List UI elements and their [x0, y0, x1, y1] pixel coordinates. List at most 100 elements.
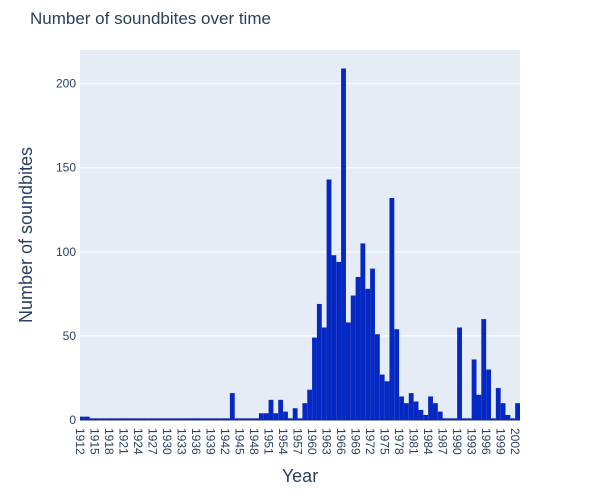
y-tick-label: 0 — [69, 413, 76, 427]
bar-1966 — [341, 68, 346, 420]
x-tick-label: 1954 — [276, 428, 290, 455]
bar-1965 — [336, 261, 342, 420]
bar-1927 — [152, 418, 158, 420]
bar-1983 — [423, 414, 429, 420]
bar-1996 — [486, 369, 491, 420]
bar-1998 — [495, 388, 501, 420]
bar-1975 — [384, 381, 390, 420]
y-tick-label: 200 — [56, 77, 76, 91]
bar-1923 — [133, 418, 139, 420]
x-tick-label: 1945 — [233, 428, 247, 455]
chart-title: Number of soundbites over time — [30, 9, 271, 28]
y-axis-title: Number of soundbites — [16, 147, 36, 323]
bar-1931 — [171, 418, 177, 420]
bar-1972 — [370, 268, 375, 420]
x-tick-label: 1918 — [102, 428, 116, 455]
bar-1918 — [109, 418, 114, 420]
bar-1934 — [186, 418, 192, 420]
bar-1937 — [200, 418, 206, 420]
x-tick-label: 1963 — [320, 428, 334, 455]
bar-1994 — [476, 394, 482, 420]
x-tick-label: 1942 — [218, 428, 232, 455]
bar-2001 — [510, 418, 516, 420]
y-tick-label: 100 — [56, 245, 76, 259]
bar-1990 — [457, 327, 462, 420]
bar-1939 — [210, 418, 216, 420]
bar-1947 — [249, 418, 255, 420]
bar-1935 — [191, 418, 197, 420]
x-tick-label: 1990 — [450, 428, 464, 455]
bar-1997 — [490, 418, 496, 420]
bar-1933 — [181, 418, 187, 420]
x-tick-label: 1915 — [88, 428, 102, 455]
bar-1964 — [331, 255, 337, 420]
bar-1973 — [374, 334, 380, 420]
bar-1913 — [84, 416, 90, 420]
bar-1982 — [418, 409, 424, 420]
x-tick-label: 1912 — [73, 428, 87, 455]
y-tick-label: 50 — [63, 329, 77, 343]
x-tick-label: 1927 — [146, 428, 160, 455]
x-axis-title: Year — [282, 466, 318, 486]
bar-1979 — [403, 403, 409, 420]
bar-1946 — [244, 418, 250, 420]
bar-1928 — [157, 418, 163, 420]
bar-1917 — [104, 418, 110, 420]
x-tick-label: 1978 — [392, 428, 406, 455]
bar-1944 — [234, 418, 240, 420]
bar-1984 — [428, 396, 433, 420]
x-tick-label: 1966 — [334, 428, 348, 455]
bar-1960 — [312, 337, 317, 420]
bar-1956 — [292, 408, 298, 420]
x-tick-label: 1924 — [131, 428, 145, 455]
bar-1951 — [268, 399, 274, 420]
bar-1968 — [350, 295, 356, 420]
bar-1970 — [360, 243, 366, 420]
bar-1930 — [167, 418, 172, 420]
bar-1967 — [345, 322, 351, 420]
x-tick-label: 1987 — [436, 428, 450, 455]
bar-1959 — [307, 389, 313, 420]
bar-1922 — [128, 418, 134, 420]
bar-1962 — [321, 327, 327, 420]
bar-1985 — [432, 403, 438, 420]
bar-1981 — [413, 401, 419, 420]
bar-1938 — [205, 418, 211, 420]
bar-1929 — [162, 418, 168, 420]
y-tick-labels: 0 50 100 150 200 — [56, 77, 76, 427]
bar-1912 — [80, 416, 85, 420]
bar-1915 — [94, 418, 100, 420]
bar-1978 — [399, 396, 404, 420]
y-tick-label: 150 — [56, 161, 76, 175]
bar-1952 — [273, 413, 279, 420]
bar-1950 — [263, 413, 269, 420]
bar-1958 — [302, 403, 308, 420]
bar-1980 — [408, 393, 414, 420]
bar-1986 — [437, 411, 443, 420]
x-tick-label: 1984 — [421, 428, 435, 455]
x-tick-label: 2002 — [508, 428, 522, 455]
bar-1988 — [447, 418, 453, 420]
bar-1919 — [113, 418, 119, 420]
x-tick-label: 1981 — [407, 428, 421, 455]
x-tick-label: 1999 — [494, 428, 508, 455]
bar-1971 — [365, 288, 371, 420]
bar-1948 — [254, 418, 259, 420]
bar-1974 — [379, 374, 385, 420]
bar-1977 — [394, 329, 400, 420]
x-tick-label: 1957 — [291, 428, 305, 455]
x-tick-label: 1975 — [378, 428, 392, 455]
bar-1940 — [215, 418, 221, 420]
x-tick-label: 1939 — [204, 428, 218, 455]
bar-1921 — [123, 418, 129, 420]
bar-1932 — [176, 418, 182, 420]
gridlines — [80, 83, 520, 421]
bar-1955 — [287, 418, 293, 420]
plot-area — [80, 50, 520, 420]
x-tick-label: 1933 — [175, 428, 189, 455]
bar-1963 — [326, 179, 332, 420]
bars — [80, 68, 520, 420]
x-tick-label: 1921 — [117, 428, 131, 455]
bar-1925 — [142, 418, 148, 420]
